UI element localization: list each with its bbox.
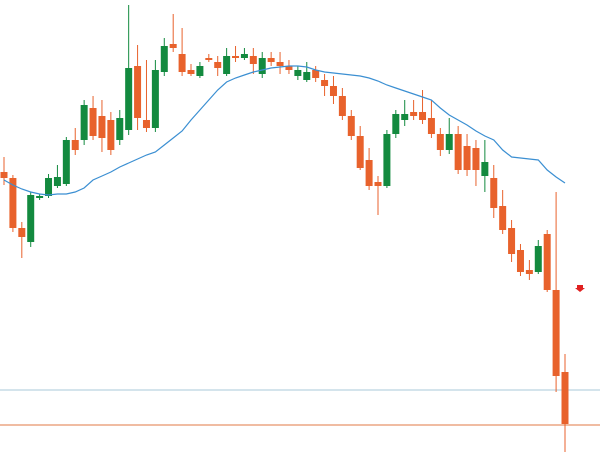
candle-body xyxy=(374,182,382,186)
candle-body xyxy=(80,105,88,140)
candle-body xyxy=(365,160,373,186)
candle-body xyxy=(249,56,257,64)
candle-body xyxy=(62,140,70,184)
candle-body xyxy=(534,246,542,272)
candle-body xyxy=(160,46,168,72)
candle-body xyxy=(71,140,79,150)
candle-body xyxy=(276,62,284,66)
candle-body xyxy=(258,58,266,74)
signal-arrow xyxy=(575,285,585,292)
candle-body xyxy=(178,54,186,72)
candle-body xyxy=(508,228,516,254)
candle-body xyxy=(36,196,44,198)
candle-body xyxy=(329,86,337,96)
candle-body xyxy=(463,146,471,170)
candle-body xyxy=(125,68,133,130)
candle-body xyxy=(18,228,26,237)
candle-body xyxy=(356,136,364,168)
candle-body xyxy=(53,177,61,186)
candle-body xyxy=(472,148,480,170)
candle-body xyxy=(516,250,524,272)
candle-body xyxy=(347,116,355,136)
candle-body xyxy=(481,162,489,176)
candle-body xyxy=(401,114,409,120)
candle-body xyxy=(187,70,195,74)
candle-body xyxy=(419,112,427,120)
candle-body xyxy=(312,70,320,78)
candle-body xyxy=(338,96,346,116)
candle-body xyxy=(0,172,8,178)
candle-body xyxy=(525,270,533,274)
candle-body xyxy=(436,134,444,150)
candle-body xyxy=(116,118,124,140)
candle-body xyxy=(9,178,17,228)
candle-body xyxy=(392,114,400,134)
candle-body xyxy=(454,134,462,170)
candle-body xyxy=(27,195,35,242)
candle-body xyxy=(552,290,560,376)
candle-body xyxy=(142,120,150,128)
candle-body xyxy=(445,134,453,150)
candle-body xyxy=(267,58,275,62)
candle-body xyxy=(543,234,551,290)
candle-body xyxy=(383,134,391,186)
candle-body xyxy=(294,70,302,76)
candle-body xyxy=(169,44,177,48)
candle-body xyxy=(240,54,248,58)
candle-body xyxy=(45,178,53,196)
candle-body xyxy=(303,72,311,80)
candle-body xyxy=(285,66,293,70)
candle-body xyxy=(134,66,142,118)
candle-body xyxy=(321,80,329,86)
candle-body xyxy=(151,70,159,128)
candle-body xyxy=(223,56,231,74)
candle-body xyxy=(499,206,507,230)
candle-body xyxy=(232,56,240,58)
candle-body xyxy=(214,62,222,68)
candle-body xyxy=(89,108,97,136)
moving-average-line xyxy=(3,65,566,196)
candle-body xyxy=(205,58,213,60)
candle-body xyxy=(410,112,418,116)
candle-body xyxy=(561,372,569,424)
candle-body xyxy=(490,178,498,208)
candle-body xyxy=(196,66,204,76)
candle-body xyxy=(427,118,435,134)
candle-body xyxy=(98,116,106,138)
candle-body xyxy=(107,120,115,150)
